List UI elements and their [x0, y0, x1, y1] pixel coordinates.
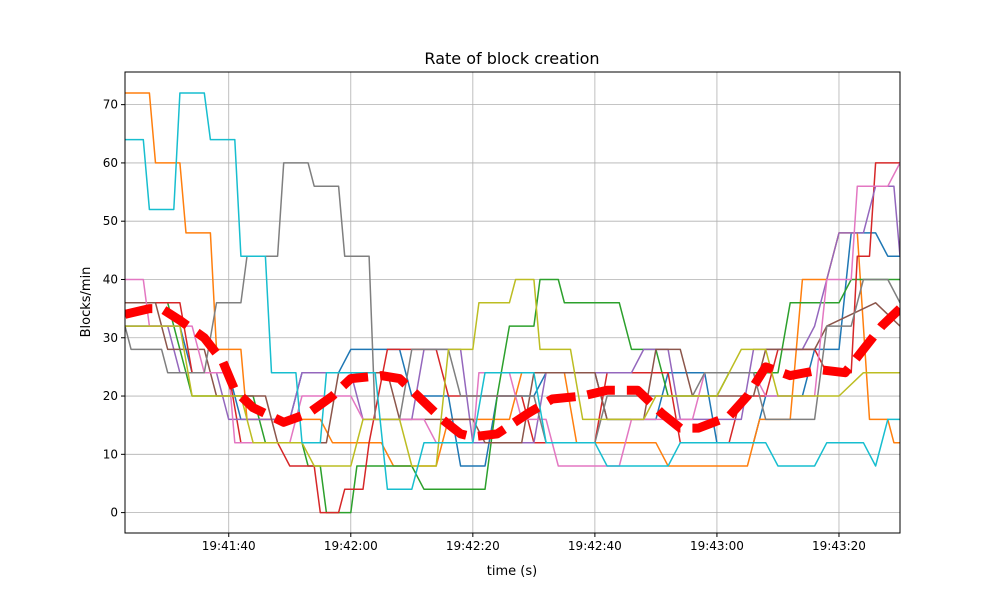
y-tick-label: 70 [103, 98, 118, 112]
chart-title: Rate of block creation [424, 49, 599, 68]
x-tick-label: 19:41:40 [202, 539, 256, 553]
x-axis-label: time (s) [487, 564, 537, 579]
plot-frame [124, 71, 901, 534]
y-tick-label: 30 [103, 331, 118, 345]
y-tick-label: 40 [103, 272, 118, 286]
x-tick-label: 19:42:40 [568, 539, 622, 553]
x-tick-label: 19:43:20 [812, 539, 866, 553]
y-tick-label: 50 [103, 214, 118, 228]
y-tick-label: 60 [103, 156, 118, 170]
series-line-10 [125, 92, 900, 491]
y-tick-label: 10 [103, 447, 118, 461]
ticks: 19:41:40 19:42:00 19:42:20 19:42:40 19:43:00… [103, 98, 866, 553]
y-axis-label: Blocks/min [79, 267, 94, 338]
series-line-9 [125, 278, 900, 467]
y-tick-label: 20 [103, 389, 118, 403]
series-group [125, 92, 900, 514]
mean-line [125, 304, 900, 442]
x-tick-label: 19:42:00 [324, 539, 378, 553]
x-tick-label: 19:43:00 [690, 539, 744, 553]
series-line-8 [125, 162, 900, 444]
y-tick-label: 0 [110, 506, 118, 520]
x-tick-label: 19:42:20 [446, 539, 500, 553]
